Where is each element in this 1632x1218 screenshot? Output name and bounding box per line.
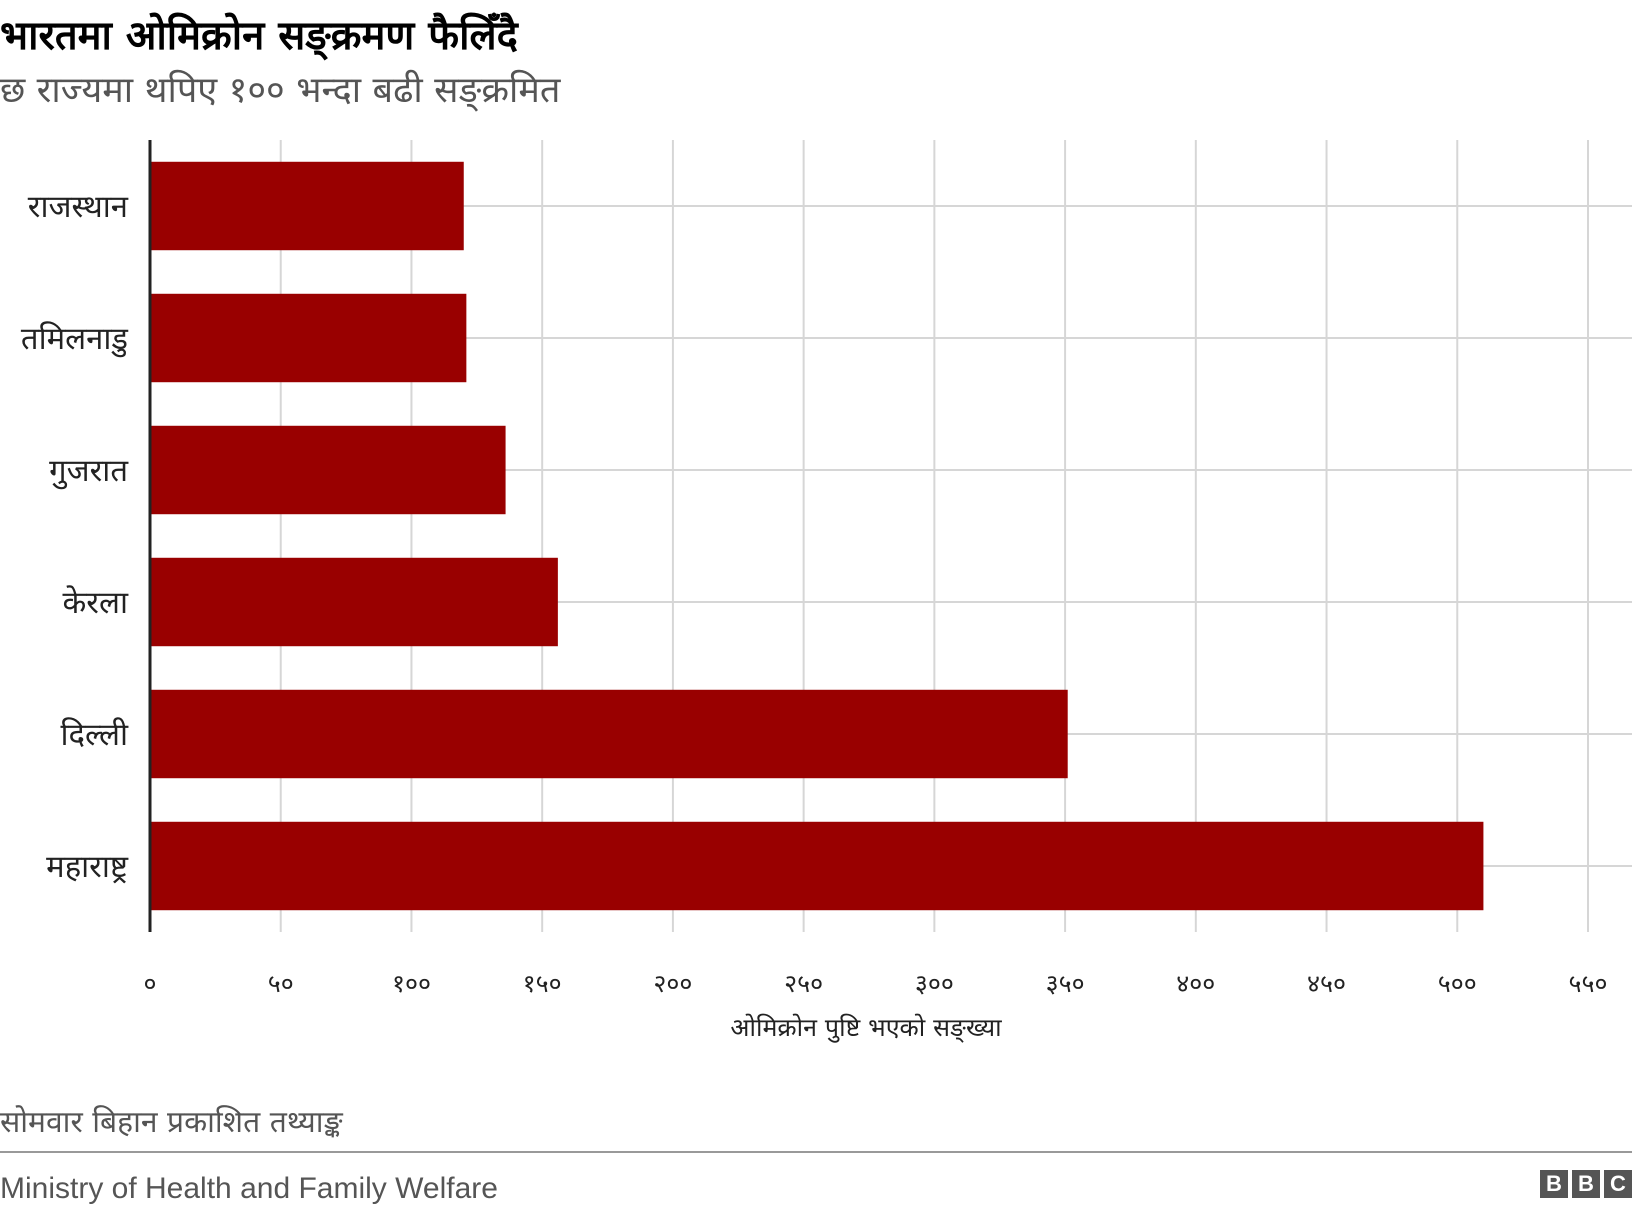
- grid-layer: [150, 140, 1632, 932]
- x-tick-label: ५००: [1438, 969, 1477, 998]
- category-label: राजस्थान: [28, 189, 129, 225]
- bar-layer: [150, 161, 1484, 911]
- x-tick-label: ४५०: [1307, 969, 1346, 998]
- source-text: Ministry of Health and Family Welfare: [0, 1172, 498, 1205]
- logo-letter-b2: B: [1572, 1170, 1600, 1198]
- x-tick-label: ३५०: [1046, 969, 1085, 998]
- bar: [150, 821, 1484, 911]
- x-axis-title: ओमिक्रोन पुष्टि भएको सङ्ख्या: [730, 1013, 1002, 1043]
- bar: [150, 425, 506, 515]
- bar: [150, 293, 467, 383]
- x-tick-label: १००: [392, 969, 431, 998]
- bar-chart: ० ५० १०० १५० २०० २५० ३०० ३५० ४०० ४५० ५०० ५५० राजस्था…: [21, 140, 1632, 1043]
- logo-letter-b1: B: [1540, 1170, 1568, 1198]
- bar: [150, 557, 558, 647]
- x-tick-label: ३००: [915, 969, 954, 998]
- footer-divider: [0, 1151, 1632, 1153]
- category-label: गुजरात: [49, 453, 129, 490]
- x-tick-label: ४००: [1176, 969, 1215, 998]
- label-layer: ० ५० १०० १५० २०० २५० ३०० ३५० ४०० ४५० ५०० ५५० राजस्था…: [21, 189, 1608, 998]
- category-label: दिल्ली: [60, 717, 128, 753]
- chart-subtitle: छ राज्यमा थपिए १०० भन्दा बढी सङ्क्रमित: [0, 70, 561, 111]
- logo-letter-c: C: [1604, 1170, 1632, 1198]
- chart-title: भारतमा ओमिक्रोन सङ्क्रमण फैलिँदै: [0, 13, 518, 59]
- x-tick-label: २००: [653, 969, 692, 998]
- category-label: महाराष्ट्र: [46, 849, 129, 885]
- x-tick-label: ५०: [268, 969, 294, 998]
- x-tick-label: ५५०: [1568, 969, 1607, 998]
- x-tick-label: ०: [143, 969, 156, 998]
- category-label: तमिलनाडु: [21, 321, 128, 358]
- category-label: केरला: [62, 585, 129, 621]
- bar: [150, 689, 1068, 779]
- bar: [150, 161, 464, 251]
- data-note: सोमवार बिहान प्रकाशित तथ्याङ्क: [0, 1105, 343, 1140]
- x-tick-label: २५०: [784, 969, 823, 998]
- x-tick-label: १५०: [523, 969, 562, 998]
- bbc-logo: B B C: [1540, 1170, 1632, 1198]
